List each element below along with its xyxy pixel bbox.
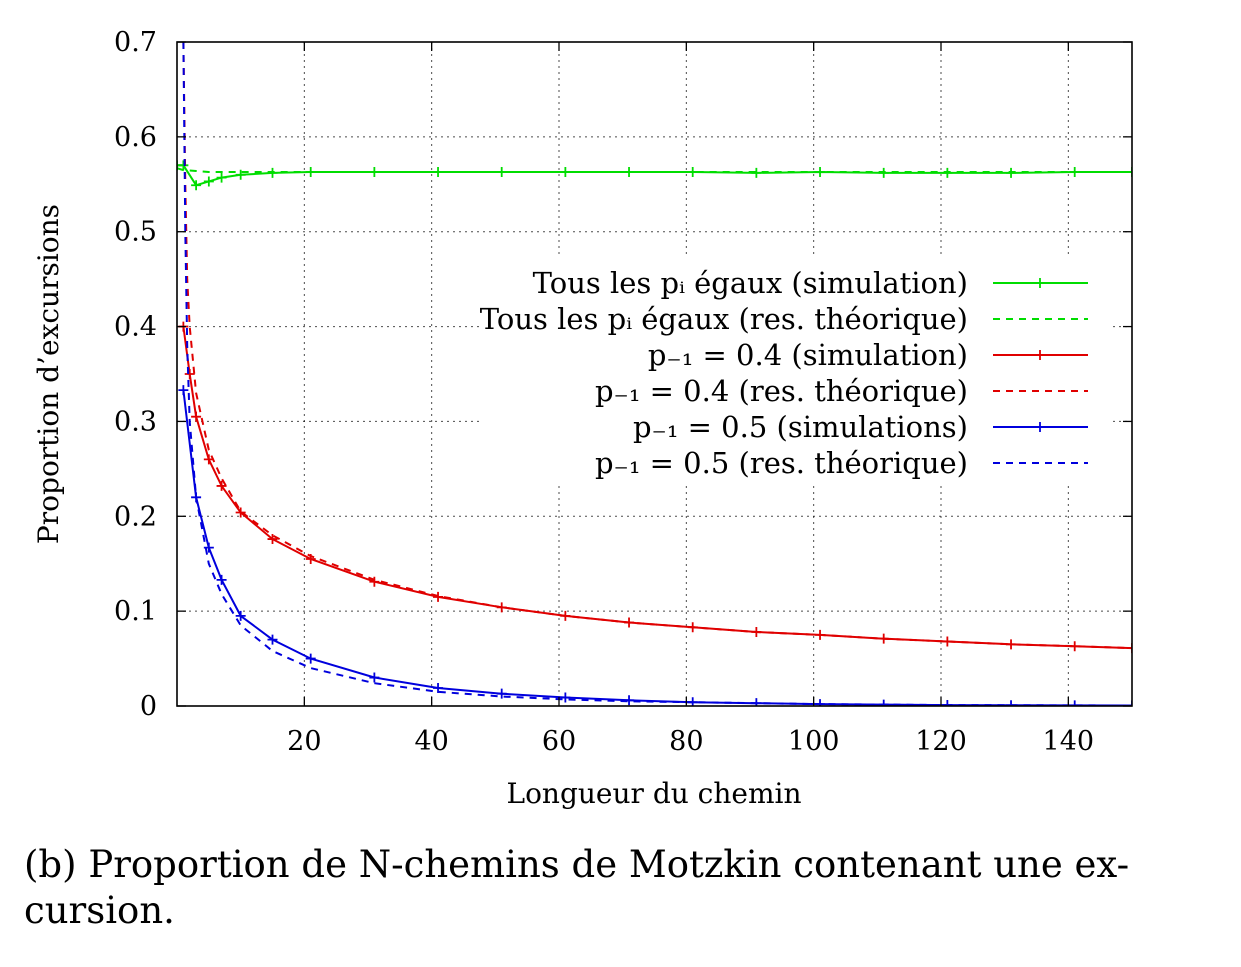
y-axis-label: Proportion d’excursions (32, 204, 65, 544)
data-point (369, 576, 380, 587)
plot-frame (176, 41, 1133, 707)
x-tick-label: 120 (915, 726, 967, 757)
legend-marker-2 (1035, 350, 1045, 360)
data-point (184, 369, 195, 379)
y-tick-label: 0.7 (114, 27, 157, 58)
y-tick-label: 0.3 (114, 406, 157, 437)
x-tick-label: 80 (669, 726, 703, 757)
legend-marker-0 (1035, 278, 1045, 288)
data-point (305, 653, 316, 664)
data-point (235, 169, 246, 180)
series-line-3 (182, 42, 1132, 650)
x-tick-label: 140 (1043, 726, 1095, 757)
series-line-5 (182, 42, 1132, 706)
legend-label-2: p₋₁ = 0.4 (simulation) (648, 338, 968, 372)
series-line-1 (177, 167, 1132, 173)
legend-label-0: Tous les pᵢ égaux (simulation) (533, 266, 968, 300)
data-point (267, 534, 278, 545)
data-point (216, 172, 227, 183)
legend-box (480, 258, 1110, 486)
data-point (369, 672, 380, 683)
figure-caption: (b) Proportion de N-chemins de Motzkin c… (24, 843, 1130, 932)
legend-marker-4 (1035, 422, 1045, 432)
series-line-0 (177, 164, 1132, 187)
legend-label-4: p₋₁ = 0.5 (simulations) (633, 410, 968, 444)
y-tick-label: 0.2 (114, 501, 157, 532)
data-point (560, 692, 571, 703)
chart: 20 40 60 80 100 120 14000.10.20.30.40.50.60.7 … (32, 27, 1133, 810)
data-point (178, 385, 189, 396)
series-layer (177, 42, 1132, 706)
x-tick-label: 60 (542, 726, 576, 757)
x-tick-label: 40 (414, 726, 448, 757)
x-axis-label: Longueur du chemin (506, 777, 801, 810)
legend-background (480, 258, 1110, 486)
legend-label-1: Tous les pᵢ égaux (res. théorique) (480, 302, 968, 336)
data-point (203, 176, 214, 187)
ticks: 20 40 60 80 100 120 140 0 0.1 0.2 0.3 0.4 0.5 0.6 0.7 (114, 27, 1132, 757)
legend-label-3: p₋₁ = 0.4 (res. théorique) (595, 374, 968, 408)
data-point (267, 634, 278, 645)
data-point (178, 160, 189, 171)
legend: Tous les pᵢ égaux (simulation)Tous les p… (480, 266, 1088, 480)
data-point (433, 682, 444, 693)
y-tick-label: 0.4 (114, 312, 157, 343)
data-point (496, 688, 507, 699)
data-point (235, 507, 246, 518)
data-point (1127, 643, 1132, 654)
data-point (216, 480, 227, 491)
y-tick-label: 0.1 (114, 596, 157, 627)
data-point (203, 542, 214, 553)
x-tick-label: 20 (287, 726, 321, 757)
data-point (216, 574, 227, 585)
y-tick-label: 0.6 (114, 122, 157, 153)
legend-label-5: p₋₁ = 0.5 (res. théorique) (595, 446, 968, 480)
data-point (433, 591, 444, 602)
data-point (191, 180, 202, 191)
data-point (235, 610, 246, 621)
y-tick-label: 0.5 (114, 217, 157, 248)
y-tick-label: 0 (140, 691, 157, 722)
x-tick-label: 100 (788, 726, 840, 757)
data-point (191, 411, 202, 422)
